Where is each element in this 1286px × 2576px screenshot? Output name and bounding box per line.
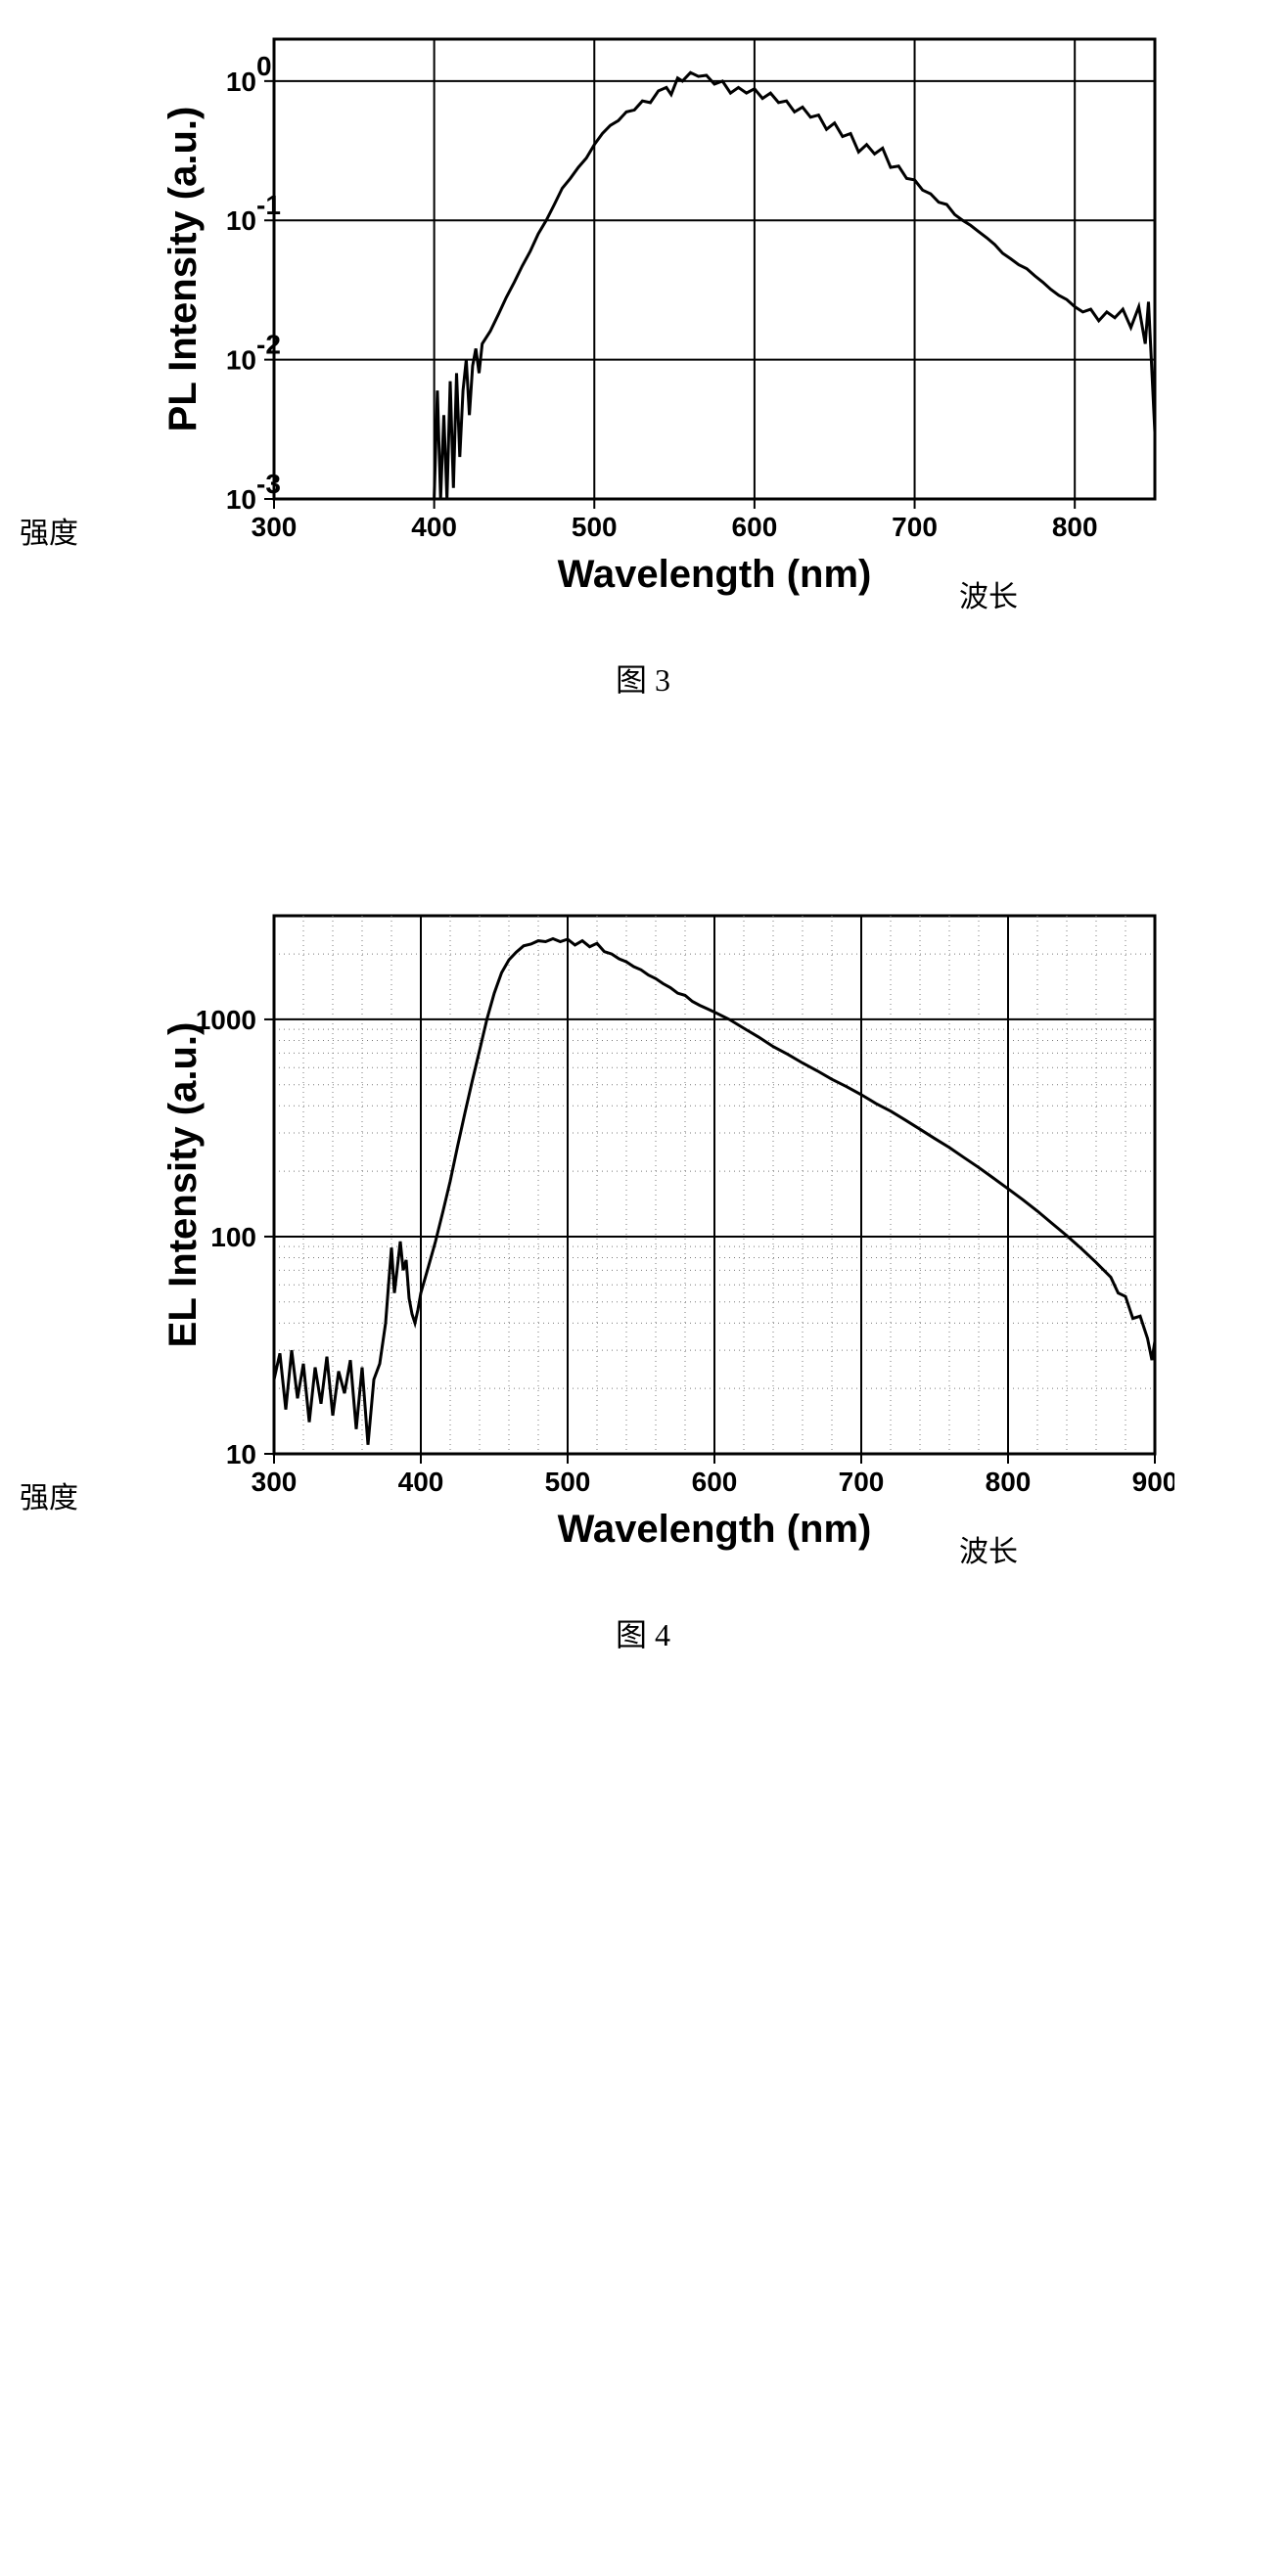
- ylabel-cn-1: 强度: [20, 509, 78, 552]
- svg-text:-1: -1: [256, 190, 281, 220]
- svg-text:800: 800: [986, 1467, 1032, 1497]
- svg-text:10: 10: [226, 67, 256, 97]
- svg-text:700: 700: [839, 1467, 885, 1497]
- el-intensity-chart-block: 强度 300 400 500 600 700 800 900 10 100 1000 Wavelen…: [20, 896, 1266, 1655]
- ylabel-cn-2: 强度: [20, 1473, 78, 1516]
- pl-intensity-chart-block: 强度 30040050060070080010-310-210-1100Wave…: [20, 20, 1266, 700]
- caption-fig4: 图 4: [20, 1610, 1266, 1655]
- chart1-svg: 30040050060070080010-310-210-1100Wavelen…: [157, 20, 1174, 626]
- chart2-wrap: 300 400 500 600 700 800 900 10 100 1000 Wavelength…: [157, 896, 1266, 1581]
- svg-text:-2: -2: [256, 330, 281, 360]
- chart1-wrap: 30040050060070080010-310-210-1100Wavelen…: [157, 20, 1266, 626]
- svg-text:10: 10: [226, 205, 256, 236]
- svg-text:300: 300: [252, 1467, 298, 1497]
- svg-text:1000: 1000: [196, 1005, 256, 1035]
- svg-text:波长: 波长: [959, 1536, 1018, 1568]
- svg-text:波长: 波长: [959, 581, 1018, 613]
- svg-text:100: 100: [210, 1222, 256, 1252]
- svg-text:EL Intensity (a.u.): EL Intensity (a.u.): [161, 1022, 205, 1348]
- svg-text:400: 400: [411, 512, 457, 542]
- svg-text:Wavelength (nm): Wavelength (nm): [558, 1508, 872, 1551]
- svg-text:700: 700: [892, 512, 938, 542]
- svg-text:900: 900: [1132, 1467, 1174, 1497]
- svg-text:500: 500: [545, 1467, 591, 1497]
- caption-fig3: 图 3: [20, 655, 1266, 700]
- svg-text:10: 10: [226, 345, 256, 376]
- svg-text:800: 800: [1052, 512, 1098, 542]
- chart2-svg: 300 400 500 600 700 800 900 10 100 1000 Wavelength…: [157, 896, 1174, 1581]
- svg-text:Wavelength (nm): Wavelength (nm): [558, 553, 872, 596]
- svg-text:0: 0: [256, 51, 272, 81]
- svg-text:-3: -3: [256, 469, 281, 499]
- svg-text:600: 600: [692, 1467, 738, 1497]
- svg-text:600: 600: [732, 512, 778, 542]
- svg-text:10: 10: [226, 1439, 256, 1469]
- svg-text:400: 400: [398, 1467, 444, 1497]
- svg-text:10: 10: [226, 484, 256, 515]
- svg-text:500: 500: [572, 512, 618, 542]
- svg-text:300: 300: [252, 512, 298, 542]
- svg-text:PL Intensity (a.u.): PL Intensity (a.u.): [161, 107, 205, 432]
